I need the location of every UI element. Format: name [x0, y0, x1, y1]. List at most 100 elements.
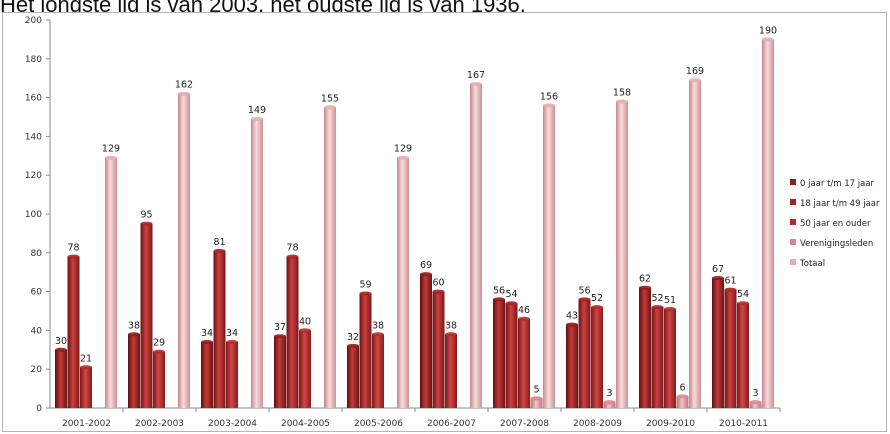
bar: [140, 223, 153, 408]
bar: [251, 118, 263, 408]
bar: [67, 256, 80, 408]
bar-cap: [603, 400, 616, 405]
data-label: 59: [359, 280, 371, 291]
data-label: 32: [347, 332, 359, 343]
bar-cap: [676, 394, 689, 399]
bar-cap: [616, 99, 628, 104]
bar-cap: [201, 340, 213, 345]
bar: [128, 334, 140, 408]
data-label: 149: [248, 105, 266, 116]
data-label: 162: [175, 80, 193, 91]
data-label: 167: [467, 70, 485, 81]
bar: [591, 307, 603, 408]
bar-cap: [397, 155, 409, 160]
bar-cap: [712, 276, 724, 281]
x-tick-label: 2004-2005: [281, 419, 330, 429]
bar: [470, 84, 482, 409]
x-tick-label: 2010-2011: [719, 419, 768, 429]
data-label: 46: [518, 305, 530, 316]
bar: [432, 291, 445, 408]
data-label: 61: [724, 276, 736, 287]
data-label: 51: [664, 295, 676, 306]
bar: [153, 351, 165, 408]
data-label: 52: [651, 293, 663, 304]
data-label: 21: [80, 353, 92, 364]
data-label: 29: [153, 338, 165, 349]
bar-cap: [347, 343, 359, 348]
bar-cap: [505, 301, 518, 306]
data-label: 60: [432, 278, 444, 289]
bar: [324, 107, 336, 409]
legend-label: Verenigingsleden: [800, 239, 873, 249]
x-tick-label: 2003-2004: [208, 419, 257, 429]
y-tick-label: 100: [25, 210, 42, 220]
data-label: 78: [286, 243, 298, 254]
bar-cap: [639, 285, 651, 290]
y-tick-label: 180: [25, 55, 42, 65]
bar: [397, 157, 409, 408]
x-tick-label: 2001-2002: [62, 419, 111, 429]
bar: [445, 334, 457, 408]
bar: [493, 299, 505, 408]
bar-cap: [299, 328, 311, 333]
bar: [286, 256, 299, 408]
bar-cap: [178, 91, 190, 96]
data-label: 38: [128, 320, 140, 331]
bar-cap: [518, 316, 530, 321]
data-label: 95: [140, 210, 152, 221]
bar-cap: [543, 103, 555, 108]
legend-label: Totaal: [799, 259, 825, 269]
bar: [724, 289, 737, 408]
bar-cap: [591, 305, 603, 310]
data-label: 40: [299, 316, 311, 327]
bar-cap: [762, 37, 774, 42]
data-label: 5: [533, 384, 539, 395]
bar: [639, 287, 651, 408]
bar-cap: [80, 365, 92, 370]
bar: [80, 367, 92, 408]
bar-cap: [578, 297, 591, 302]
bar-cap: [493, 297, 505, 302]
bar: [530, 398, 543, 408]
bar: [55, 349, 67, 408]
bar: [372, 334, 384, 408]
bar: [737, 303, 749, 408]
y-tick-label: 40: [31, 326, 43, 336]
bar-cap: [153, 349, 165, 354]
data-label: 69: [420, 260, 432, 271]
data-label: 30: [55, 336, 67, 347]
data-label: 78: [67, 243, 79, 254]
data-label: 34: [201, 328, 213, 339]
bar-cap: [213, 248, 226, 253]
bar-cap: [420, 272, 432, 277]
bar: [712, 278, 724, 408]
data-label: 155: [321, 93, 339, 104]
x-tick-label: 2009-2010: [646, 419, 695, 429]
bar-cap: [724, 287, 737, 292]
data-label: 52: [591, 293, 603, 304]
bar-cap: [372, 332, 384, 337]
data-label: 158: [613, 87, 631, 98]
bar-cap: [566, 322, 578, 327]
bar-cap: [324, 105, 336, 110]
legend-swatch: [790, 179, 796, 185]
bar: [420, 274, 432, 408]
bar: [359, 293, 372, 408]
data-label: 129: [394, 144, 412, 155]
bar: [299, 330, 311, 408]
y-tick-label: 200: [25, 16, 42, 26]
x-tick-label: 2006-2007: [427, 419, 476, 429]
bar-cap: [530, 396, 543, 401]
bar: [749, 402, 762, 408]
y-tick-label: 80: [31, 249, 43, 259]
bar-cap: [55, 347, 67, 352]
bar-cap: [664, 307, 676, 312]
bar-cap: [251, 116, 263, 121]
bar-cap: [749, 400, 762, 405]
bar-cap: [470, 82, 482, 87]
data-label: 56: [493, 285, 505, 296]
data-label: 38: [445, 320, 457, 331]
bar: [664, 309, 676, 408]
data-label: 3: [752, 388, 758, 399]
